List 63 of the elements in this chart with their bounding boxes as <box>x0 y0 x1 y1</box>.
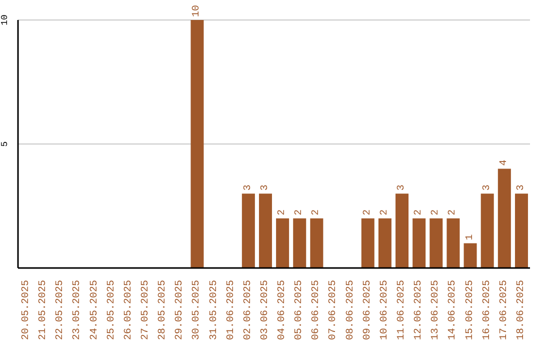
data-label: 2 <box>294 209 306 216</box>
bar <box>396 194 409 268</box>
x-tick-label: 05.06.2025 <box>294 280 306 340</box>
x-tick-label: 18.06.2025 <box>516 280 527 340</box>
bar <box>464 243 477 268</box>
bar <box>430 218 443 268</box>
x-tick-label: 28.05.2025 <box>158 280 169 340</box>
data-label: 2 <box>448 209 459 216</box>
data-label: 2 <box>430 209 442 216</box>
x-tick-label: 26.05.2025 <box>123 280 134 340</box>
bar <box>412 218 426 268</box>
x-tick-label: 08.06.2025 <box>345 280 356 340</box>
x-tick-label: 02.06.2025 <box>242 280 254 340</box>
x-tick-label: 31.05.2025 <box>208 280 220 340</box>
bar <box>498 168 511 268</box>
bar <box>378 218 392 268</box>
data-label: 3 <box>260 184 271 191</box>
x-tick-label: 09.06.2025 <box>362 280 374 340</box>
x-tick-label: 10.06.2025 <box>379 280 390 340</box>
x-tick-label: 15.06.2025 <box>464 280 476 340</box>
x-tick-label: 30.05.2025 <box>192 280 203 340</box>
bar <box>446 218 460 268</box>
x-tick-label: 25.05.2025 <box>106 280 118 340</box>
bar <box>361 218 374 268</box>
bar <box>242 194 255 268</box>
data-label: 10 <box>192 4 203 17</box>
x-tick-label: 17.06.2025 <box>498 280 510 340</box>
x-tick-label: 21.05.2025 <box>38 280 50 340</box>
data-label: 2 <box>414 209 425 216</box>
x-tick-label: 20.05.2025 <box>21 280 32 340</box>
data-label: 2 <box>311 209 322 216</box>
bar <box>514 194 528 268</box>
data-label: 3 <box>242 184 254 191</box>
bar <box>480 194 494 268</box>
x-tick-label: 12.06.2025 <box>414 280 425 340</box>
x-tick-label: 22.05.2025 <box>55 280 66 340</box>
x-tick-label: 14.06.2025 <box>448 280 459 340</box>
data-label: 2 <box>277 209 288 216</box>
x-tick-label: 27.05.2025 <box>140 280 152 340</box>
data-label: 3 <box>396 184 408 191</box>
x-tick-label: 11.06.2025 <box>396 280 408 340</box>
bar <box>310 218 324 268</box>
data-label: 4 <box>498 160 510 166</box>
bar <box>190 20 204 268</box>
x-tick-label: 16.06.2025 <box>482 280 493 340</box>
bar <box>258 194 272 268</box>
x-tick-label: 24.05.2025 <box>89 280 100 340</box>
bar <box>276 218 290 268</box>
data-label: 2 <box>362 209 374 216</box>
x-tick-label: 07.06.2025 <box>328 280 340 340</box>
data-label: 2 <box>379 209 390 216</box>
bar <box>293 218 306 268</box>
data-label: 3 <box>516 184 527 191</box>
x-tick-label: 03.06.2025 <box>260 280 271 340</box>
data-label: 3 <box>482 184 493 191</box>
data-label: 1 <box>464 234 476 240</box>
y-tick-label: 5 <box>0 141 10 147</box>
x-tick-label: 01.06.2025 <box>226 280 237 340</box>
x-tick-label: 06.06.2025 <box>311 280 322 340</box>
x-tick-label: 04.06.2025 <box>277 280 288 340</box>
x-tick-label: 23.05.2025 <box>72 280 84 340</box>
x-tick-label: 29.05.2025 <box>174 280 186 340</box>
x-tick-label: 13.06.2025 <box>430 280 442 340</box>
